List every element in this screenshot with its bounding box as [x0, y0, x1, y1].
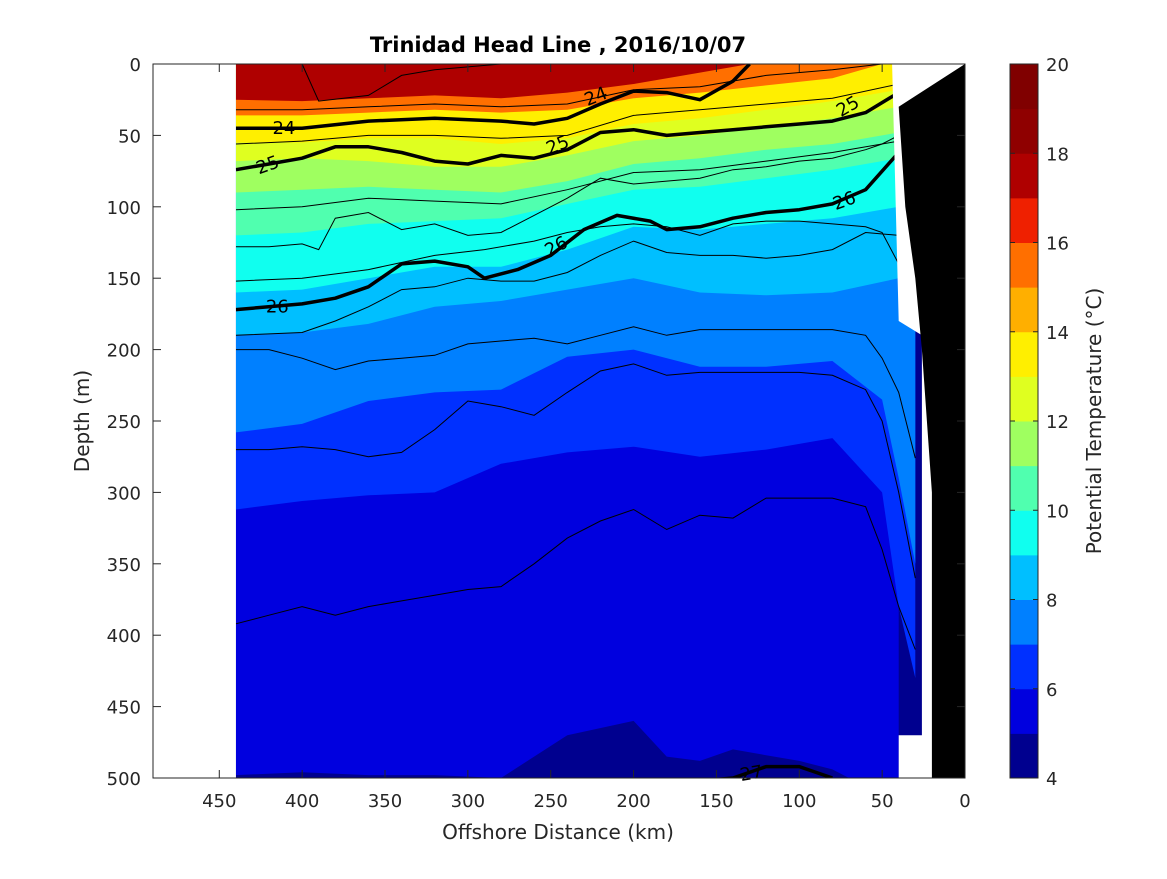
y-axis-label: Depth (m) — [70, 370, 94, 472]
density-contour-thin-1 — [235, 64, 733, 102]
colorbar-tick-label: 16 — [1046, 234, 1069, 255]
x-tick-label: 400 — [285, 791, 319, 812]
colorbar-swatch-13 — [1010, 331, 1038, 377]
density-contour-thin-6 — [235, 220, 916, 282]
colorbar-tick-label: 18 — [1046, 144, 1069, 165]
density-contour-thin-3 — [235, 77, 932, 145]
contour-label-group-9: 27 — [738, 761, 764, 786]
y-tick-label: 100 — [107, 198, 141, 219]
y-tick-label: 300 — [107, 483, 141, 504]
colorbar-swatch-15 — [1010, 242, 1038, 288]
contour-label: 27 — [738, 761, 764, 786]
colorbar-tick-label: 14 — [1046, 323, 1069, 344]
colorbar-tick-label: 20 — [1046, 55, 1069, 76]
y-tick-label: 200 — [107, 341, 141, 362]
density-contour-thin-7 — [235, 231, 933, 336]
y-tick-label: 450 — [107, 698, 141, 719]
colorbar-tick-label: 4 — [1046, 769, 1057, 790]
y-tick-label: 150 — [107, 269, 141, 290]
x-axis: 450 400 350 300 250 200 150 100 50 0 — [202, 64, 971, 812]
x-tick-label: 450 — [202, 791, 236, 812]
density-contour-thin-5 — [235, 134, 932, 251]
density-contour-thin-9 — [235, 363, 916, 579]
colorbar-label: Potential Temperature (°C) — [1082, 288, 1106, 555]
colorbar-swatch-18 — [1010, 108, 1038, 154]
contour-label-group-1: 24 — [272, 118, 295, 139]
x-tick-label: 200 — [616, 791, 650, 812]
colorbar-swatch-11 — [1010, 421, 1038, 467]
density-contour-24 — [235, 64, 751, 131]
contour-label: 26 — [266, 296, 289, 317]
y-axis: 0 50 100 150 200 250 300 350 400 450 500 — [107, 55, 965, 790]
colorbar-tick-label: 10 — [1046, 501, 1069, 522]
x-tick-label: 150 — [699, 791, 733, 812]
density-contour-thin-4 — [235, 129, 933, 211]
colorbar-swatch-14 — [1010, 287, 1038, 333]
chart-title: Trinidad Head Line , 2016/10/07 — [370, 33, 746, 57]
density-contour-layer — [235, 64, 933, 778]
colorbar-swatch-6 — [1010, 644, 1038, 690]
density-contour-26 — [235, 150, 933, 312]
colorbar-swatch-7 — [1010, 599, 1038, 645]
colorbar-swatch-17 — [1010, 153, 1038, 199]
contour-label-group-6: 26 — [266, 296, 289, 317]
x-tick-label: 300 — [451, 791, 485, 812]
colorbar-tick-label: 12 — [1046, 412, 1069, 433]
colorbar-swatch-9 — [1010, 510, 1038, 556]
colorbar-swatch-8 — [1010, 554, 1038, 600]
density-contour-thin-8 — [235, 326, 916, 459]
colorbar-swatch-10 — [1010, 465, 1038, 511]
fill-band-17c — [235, 64, 750, 102]
x-tick-label: 50 — [871, 791, 894, 812]
x-tick-label: 0 — [959, 791, 970, 812]
y-tick-label: 50 — [118, 126, 141, 147]
x-axis-label: Offshore Distance (km) — [442, 820, 674, 844]
y-tick-label: 250 — [107, 412, 141, 433]
colorbar: 4 6 8 10 12 14 16 18 20 — [1009, 55, 1069, 790]
colorbar-swatch-12 — [1010, 376, 1038, 422]
density-contour-25 — [235, 66, 933, 172]
colorbar-swatch-5 — [1010, 688, 1038, 734]
density-contour-thin-2 — [235, 64, 899, 111]
no-data-region-offshore — [153, 64, 236, 778]
contour-label: 24 — [272, 118, 295, 139]
colorbar-swatch-4 — [1010, 733, 1038, 779]
x-tick-label: 250 — [534, 791, 568, 812]
density-contour-27 — [712, 764, 833, 778]
seafloor-bathymetry — [898, 64, 965, 778]
y-tick-label: 500 — [107, 769, 141, 790]
y-tick-label: 350 — [107, 555, 141, 576]
y-tick-label: 400 — [107, 626, 141, 647]
x-tick-label: 350 — [368, 791, 402, 812]
density-contour-thin-10 — [235, 497, 916, 650]
colorbar-tick-label: 6 — [1046, 680, 1057, 701]
colorbar-tick-label: 8 — [1046, 591, 1057, 612]
temperature-fill-layer — [235, 64, 932, 778]
x-tick-label: 100 — [782, 791, 816, 812]
colorbar-swatch-19 — [1010, 64, 1038, 110]
colorbar-swatch-16 — [1010, 197, 1038, 243]
seafloor-layer — [153, 64, 965, 778]
y-tick-label: 0 — [130, 55, 141, 76]
